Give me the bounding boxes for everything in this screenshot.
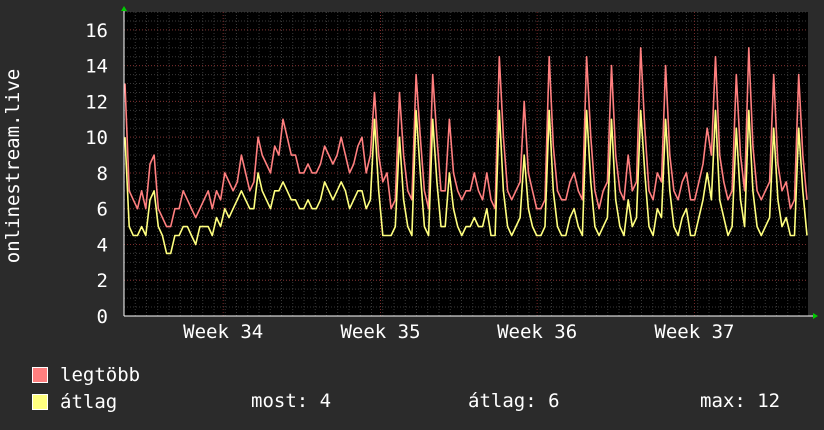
y-tick-label: 14 <box>85 56 108 78</box>
legend-swatch-avg <box>32 394 48 410</box>
y-tick-label: 10 <box>85 127 108 149</box>
y-tick-label: 12 <box>85 91 108 113</box>
y-tick-label: 16 <box>85 20 108 42</box>
stat-now: most: 4 <box>251 390 332 412</box>
legend-item-avg: átlag <box>32 391 117 413</box>
x-tick-label: Week 37 <box>654 321 734 343</box>
y-tick-labels: 0 2 4 6 8 10 12 14 16 <box>85 20 108 328</box>
stat-max: max: 12 <box>700 390 781 412</box>
x-axis-arrow <box>813 313 818 319</box>
y-tick-label: 6 <box>97 199 108 221</box>
y-tick-label: 0 <box>97 306 108 328</box>
y-tick-label: 4 <box>97 234 108 256</box>
x-tick-label: Week 35 <box>340 321 420 343</box>
series-line-avg <box>124 109 808 255</box>
series-lines <box>124 46 808 255</box>
legend-item-max: legtöbb <box>32 364 140 386</box>
y-tick-label: 2 <box>97 270 108 292</box>
legend-label-max: legtöbb <box>60 364 141 386</box>
axes <box>121 6 818 319</box>
grid <box>123 11 808 317</box>
x-tick-labels: Week 34 Week 35 Week 36 Week 37 <box>183 321 734 343</box>
y-tick-label: 8 <box>97 163 108 185</box>
legend: legtöbb átlag <box>0 360 824 430</box>
legend-swatch-max <box>32 367 48 383</box>
legend-label-avg: átlag <box>60 391 118 413</box>
y-axis-arrow <box>121 6 127 11</box>
series-line-max <box>124 46 808 228</box>
x-tick-label: Week 34 <box>183 321 263 343</box>
stat-avg: átlag: 6 <box>468 390 560 412</box>
y-axis-label: onlinestream.live <box>2 69 24 263</box>
x-tick-label: Week 36 <box>497 321 577 343</box>
